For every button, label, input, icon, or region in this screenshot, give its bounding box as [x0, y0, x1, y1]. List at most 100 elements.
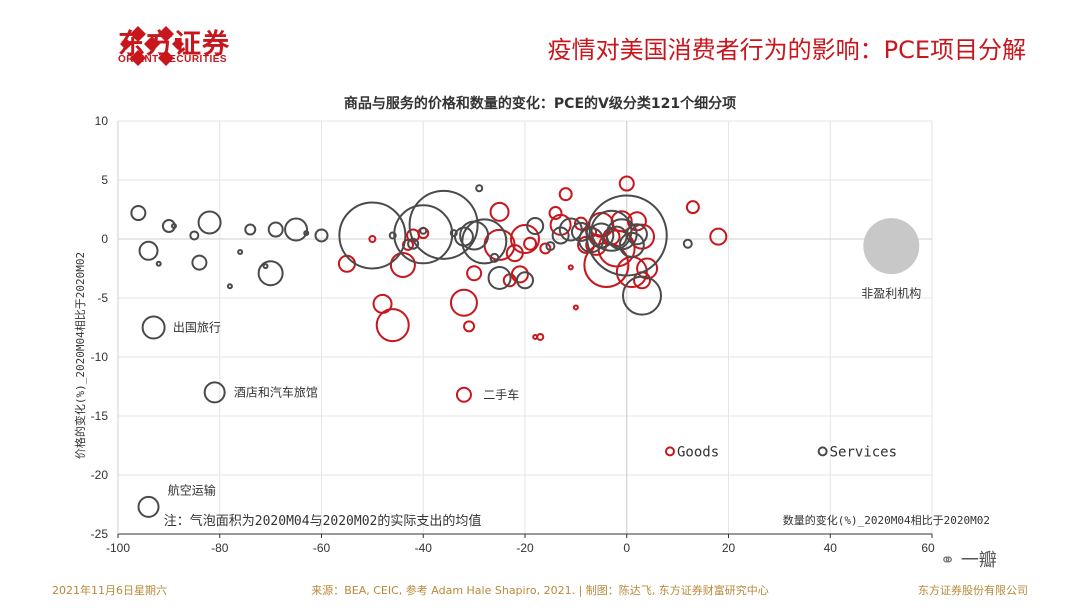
- bubble-goods: [618, 175, 635, 192]
- bubble-services: [618, 231, 645, 258]
- bubble-nonprofit: [863, 218, 920, 275]
- bubble-services: [244, 223, 257, 236]
- x-tick-label: 20: [722, 541, 736, 555]
- bubble-goods: [536, 332, 545, 341]
- bubble-services: [191, 254, 208, 271]
- bubble-goods: [466, 265, 483, 282]
- bubble-services: [189, 230, 200, 241]
- bubble-services: [338, 201, 407, 270]
- annotation-label: 酒店和汽车旅馆: [234, 384, 318, 399]
- y-tick-label: -25: [91, 527, 109, 541]
- bubble-services: [461, 218, 508, 265]
- bubble-services: [419, 226, 428, 235]
- x-tick-label: 60: [921, 541, 935, 555]
- x-tick-label: 40: [824, 541, 838, 555]
- bubble-goods: [510, 265, 529, 284]
- bubble-goods: [489, 201, 510, 222]
- bubble-goods: [375, 308, 410, 343]
- bubble-services: [257, 260, 284, 287]
- y-axis-title: 价格的变化(%)_2020M04相比于2020M02: [73, 252, 87, 459]
- bubble-services: [459, 220, 490, 251]
- bubble-services: [314, 228, 329, 243]
- legend-label-services: Services: [830, 444, 897, 460]
- bubble-services: [545, 241, 556, 252]
- x-tick-label: -100: [106, 541, 130, 555]
- logo-text-en: ORIENT SECURITIES: [118, 54, 228, 65]
- bubble-goods: [610, 210, 633, 233]
- watermark: ⚭ 一瓣: [940, 546, 997, 572]
- bubble-services: [408, 189, 479, 260]
- bubble-services: [526, 217, 545, 236]
- bubble-services: [449, 229, 458, 238]
- footer-date: 2021年11月6日星期六: [52, 584, 167, 597]
- annotation-label: 二手车: [483, 387, 519, 402]
- bubble-services: [388, 231, 397, 240]
- y-tick-label: 10: [95, 114, 109, 128]
- bubble-goods: [548, 206, 563, 221]
- bubble-goods: [523, 236, 538, 251]
- y-tick-label: -15: [91, 409, 109, 423]
- annotation-label: 航空运输: [168, 482, 216, 497]
- bubble-services: [237, 248, 244, 255]
- bubble-services: [489, 252, 500, 263]
- bubble-services: [262, 263, 269, 270]
- bubble-services: [558, 217, 583, 242]
- bubble-services: [590, 209, 633, 252]
- bubble-services: [453, 226, 474, 247]
- bubble-goods: [510, 224, 540, 254]
- x-tick-label: -80: [211, 541, 229, 555]
- bubble-goods: [709, 227, 728, 246]
- bubble-services: [516, 271, 534, 290]
- y-tick-label: -5: [97, 291, 108, 305]
- bubble-services: [197, 210, 222, 235]
- bubble-services: [393, 204, 454, 265]
- x-tick-label: -60: [313, 541, 331, 555]
- bubble-goods: [558, 187, 573, 202]
- annotation-label: 非盈利机构: [861, 285, 921, 300]
- bubble-goods: [567, 264, 574, 271]
- bubble-services: [137, 495, 160, 518]
- x-tick-label: -40: [415, 541, 433, 555]
- bubble-services: [130, 205, 147, 222]
- x-axis-title: 数量的变化(%)_2020M04相比于2020M02: [783, 513, 990, 527]
- bubble-services: [625, 223, 648, 246]
- bubble-services: [267, 221, 284, 238]
- bubble-services: [161, 219, 176, 234]
- annotation-label: 出国旅行: [173, 321, 221, 335]
- bubble-services: [141, 315, 166, 340]
- bubble-services: [585, 194, 668, 277]
- bubble-services: [284, 217, 309, 242]
- x-tick-label: 0: [623, 541, 630, 555]
- bubble-goods: [455, 386, 472, 403]
- y-tick-label: -10: [91, 350, 109, 364]
- watermark-text: 一瓣: [960, 550, 997, 571]
- legend-label-goods: Goods: [677, 444, 719, 460]
- bubble-goods: [539, 242, 552, 255]
- bubble-services: [155, 260, 162, 267]
- chart-title: 商品与服务的价格和数量的变化：PCE的V级分类121个细分项: [343, 96, 737, 112]
- bubble-services: [303, 230, 310, 237]
- bubble-goods: [389, 251, 416, 278]
- bubble-goods: [572, 304, 579, 311]
- orient-logo: [120, 26, 184, 66]
- legend-marker-services: [817, 446, 828, 457]
- bubble-goods: [368, 235, 377, 243]
- bubble-goods: [636, 257, 659, 280]
- bubble-goods: [337, 254, 356, 273]
- x-tick-label: -20: [516, 541, 534, 555]
- footer-company: 东方证券股份有限公司: [918, 584, 1028, 597]
- wechat-icon: ⚭: [940, 550, 961, 571]
- bubble-services: [475, 184, 484, 193]
- bubble-services: [170, 223, 177, 230]
- y-tick-label: -20: [91, 468, 109, 482]
- bubble-services: [226, 283, 233, 290]
- y-tick-label: 5: [101, 173, 108, 187]
- bubble-services: [622, 275, 663, 316]
- y-tick-label: 0: [101, 232, 108, 246]
- page-title: 疫情对美国消费者行为的影响：PCE项目分解: [547, 36, 1026, 64]
- chart-note: 注：气泡面积为2020M04与2020M02的实际支出的均值: [164, 513, 482, 529]
- bubble-services: [682, 238, 693, 249]
- footer-source: 来源：BEA, CEIC, 参考 Adam Hale Shapiro, 2021…: [311, 584, 769, 597]
- bubble-goods: [449, 288, 478, 317]
